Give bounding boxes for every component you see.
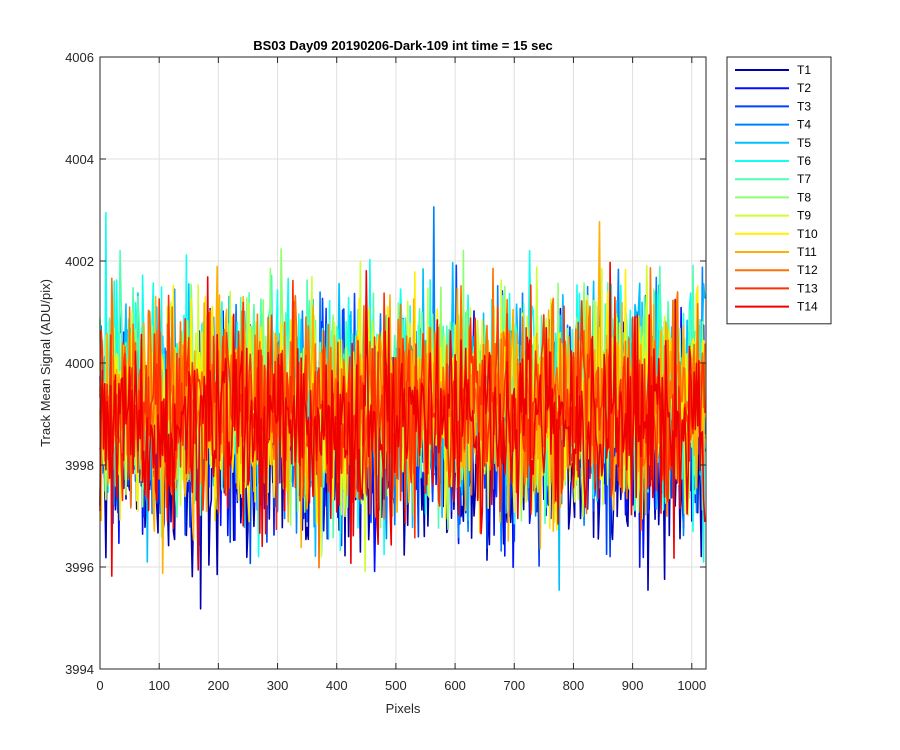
legend-label-t11: T11 (797, 245, 817, 259)
chart-title: BS03 Day09 20190206-Dark-109 int time = … (253, 38, 553, 53)
legend-label-t13: T13 (797, 281, 818, 295)
x-tick-label: 300 (267, 678, 289, 693)
legend-label-t3: T3 (797, 99, 811, 113)
x-tick-label: 600 (444, 678, 466, 693)
y-axis-label: Track Mean Signal (ADU/pix) (38, 279, 53, 447)
x-tick-label: 1000 (677, 678, 706, 693)
series-line-t14 (99, 261, 706, 577)
legend-label-t5: T5 (797, 136, 811, 150)
legend-label-t6: T6 (797, 154, 811, 168)
x-tick-label: 800 (563, 678, 585, 693)
legend-label-t10: T10 (797, 227, 818, 241)
series-lines (99, 206, 706, 610)
x-axis-label: Pixels (386, 701, 421, 716)
x-tick-label: 900 (622, 678, 644, 693)
legend-label-t4: T4 (797, 118, 811, 132)
x-tick-label: 700 (503, 678, 525, 693)
x-tick-label: 500 (385, 678, 407, 693)
legend-box (726, 56, 832, 325)
y-tick-label: 3996 (65, 560, 94, 575)
y-tick-label: 3994 (65, 662, 94, 677)
axes: 0 100 200 300 400 500 600 700 800 900 1000 3994 3996… (65, 50, 707, 693)
legend-label-t14: T14 (797, 300, 818, 314)
legend-label-t1: T1 (797, 63, 811, 77)
y-tick-label: 4004 (65, 152, 94, 167)
y-tick-label: 4006 (65, 50, 94, 65)
x-tick-label: 400 (326, 678, 348, 693)
legend-label-t7: T7 (797, 172, 811, 186)
legend-label-t2: T2 (797, 81, 811, 95)
legend-label-t8: T8 (797, 190, 811, 204)
y-tick-label: 4000 (65, 356, 94, 371)
x-tick-label: 200 (208, 678, 230, 693)
legend-label-t9: T9 (797, 209, 811, 223)
y-tick-label: 4002 (65, 254, 94, 269)
x-tick-label: 0 (96, 678, 103, 693)
legend-label-t12: T12 (797, 263, 818, 277)
x-tick-label: 100 (148, 678, 170, 693)
y-tick-label: 3998 (65, 458, 94, 473)
legend: T1 T2 T3 T4 T5 T6 T7 T8 T9 T10 T11 T12 T13 T14 (726, 56, 832, 325)
